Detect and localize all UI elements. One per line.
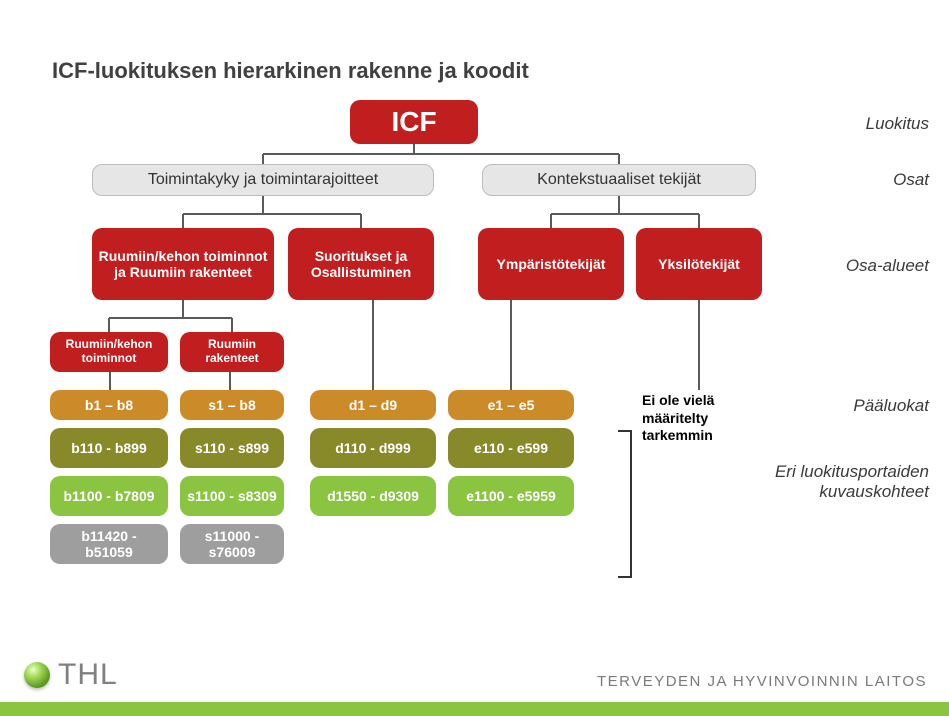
node-comp4: Yksilötekijät bbox=[636, 228, 762, 300]
row-label-paaluokat: Pääluokat bbox=[853, 396, 929, 416]
node-s-l1: s1 – b8 bbox=[180, 390, 284, 420]
node-label: Ruumiin/kehon toiminnot bbox=[56, 338, 162, 366]
node-comp3: Ympäristötekijät bbox=[478, 228, 624, 300]
node-label: s110 - s899 bbox=[195, 440, 269, 456]
footer-bar bbox=[0, 702, 949, 716]
page-title: ICF-luokituksen hierarkinen rakenne ja k… bbox=[52, 58, 529, 84]
node-s-l3: s1100 - s8309 bbox=[180, 476, 284, 516]
node-sub2: Ruumiin rakenteet bbox=[180, 332, 284, 372]
node-label: d1550 - d9309 bbox=[327, 488, 419, 504]
node-e-l2: e110 - e599 bbox=[448, 428, 574, 468]
logo-ball-icon bbox=[24, 662, 50, 688]
node-label: Kontekstuaaliset tekijät bbox=[537, 171, 701, 189]
node-label: ICF bbox=[391, 106, 436, 138]
node-d-l2: d110 - d999 bbox=[310, 428, 436, 468]
node-part1: Toimintakyky ja toimintarajoitteet bbox=[92, 164, 434, 196]
node-label: s1100 - s8309 bbox=[187, 488, 277, 504]
node-sub1: Ruumiin/kehon toiminnot bbox=[50, 332, 168, 372]
node-d-l1: d1 – d9 bbox=[310, 390, 436, 420]
node-label: e110 - e599 bbox=[474, 440, 548, 456]
node-root: ICF bbox=[350, 100, 478, 144]
node-label: d1 – d9 bbox=[349, 397, 397, 413]
node-label: b1 – b8 bbox=[85, 397, 133, 413]
node-label: Toimintakyky ja toimintarajoitteet bbox=[148, 171, 378, 189]
logo: THL bbox=[24, 658, 118, 692]
node-label: b1100 - b7809 bbox=[63, 488, 154, 504]
node-b-l1: b1 – b8 bbox=[50, 390, 168, 420]
node-e-l3: e1100 - e5959 bbox=[448, 476, 574, 516]
logo-text: THL bbox=[58, 658, 118, 692]
row-label-kuvauskohteet: Eri luokitusportaiden kuvauskohteet bbox=[729, 462, 929, 502]
node-label: d110 - d999 bbox=[335, 440, 411, 456]
node-d-l3: d1550 - d9309 bbox=[310, 476, 436, 516]
node-e-l1: e1 – e5 bbox=[448, 390, 574, 420]
node-label: Ruumiin rakenteet bbox=[186, 338, 278, 366]
node-comp2: Suoritukset ja Osallistuminen bbox=[288, 228, 434, 300]
note-not-defined: Ei ole vielä määritelty tarkemmin bbox=[642, 392, 772, 445]
row-label-luokitus: Luokitus bbox=[866, 114, 929, 134]
node-part2: Kontekstuaaliset tekijät bbox=[482, 164, 756, 196]
node-b-l4: b11420 - b51059 bbox=[50, 524, 168, 564]
row-label-osa-alueet: Osa-alueet bbox=[846, 256, 929, 276]
node-label: Ruumiin/kehon toiminnot ja Ruumiin raken… bbox=[98, 248, 268, 280]
node-label: e1 – e5 bbox=[488, 397, 535, 413]
node-label: e1100 - e5959 bbox=[466, 488, 556, 504]
node-s-l4: s11000 - s76009 bbox=[180, 524, 284, 564]
node-b-l2: b110 - b899 bbox=[50, 428, 168, 468]
node-label: b11420 - b51059 bbox=[56, 528, 162, 560]
node-label: Yksilötekijät bbox=[658, 256, 740, 272]
node-s-l2: s110 - s899 bbox=[180, 428, 284, 468]
node-b-l3: b1100 - b7809 bbox=[50, 476, 168, 516]
node-label: s11000 - s76009 bbox=[186, 528, 278, 560]
node-label: Suoritukset ja Osallistuminen bbox=[294, 248, 428, 280]
node-comp1: Ruumiin/kehon toiminnot ja Ruumiin raken… bbox=[92, 228, 274, 300]
node-label: s1 – b8 bbox=[208, 397, 255, 413]
bracket-icon bbox=[618, 430, 632, 578]
footer-text: TERVEYDEN JA HYVINVOINNIN LAITOS bbox=[597, 673, 927, 690]
node-label: Ympäristötekijät bbox=[497, 256, 606, 272]
row-label-osat: Osat bbox=[893, 170, 929, 190]
node-label: b110 - b899 bbox=[71, 440, 147, 456]
